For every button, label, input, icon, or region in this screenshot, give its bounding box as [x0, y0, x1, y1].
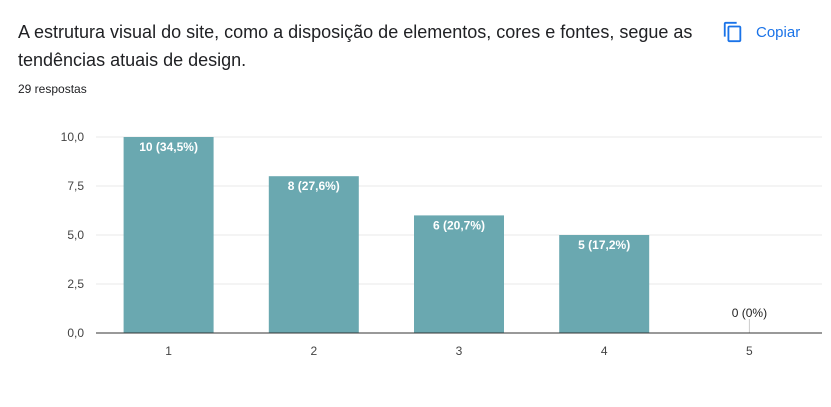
y-tick-label: 2,5: [67, 277, 84, 291]
response-count: 29 respostas: [18, 82, 87, 96]
bar-data-label: 0 (0%): [732, 306, 767, 320]
bar-data-label: 6 (20,7%): [433, 218, 485, 232]
x-tick-label: 4: [601, 344, 608, 358]
bar: [123, 137, 214, 333]
bar-data-label: 5 (17,2%): [578, 238, 630, 252]
bar: [268, 176, 359, 333]
copy-button-label: Copiar: [756, 23, 801, 41]
x-tick-label: 3: [456, 344, 463, 358]
question-title: A estrutura visual do site, como a dispo…: [18, 22, 693, 70]
bar: [414, 215, 504, 333]
bar-data-label: 10 (34,5%): [139, 140, 198, 154]
bar-data-label: 8 (27,6%): [288, 179, 340, 193]
y-tick-label: 0,0: [67, 326, 84, 340]
x-tick-label: 5: [746, 344, 753, 358]
y-tick-label: 10,0: [61, 130, 85, 144]
bar: [559, 235, 650, 333]
copy-button[interactable]: Copiar: [716, 16, 806, 48]
y-tick-label: 5,0: [67, 228, 84, 242]
y-tick-label: 7,5: [67, 179, 84, 193]
x-tick-label: 1: [165, 344, 172, 358]
x-tick-label: 2: [310, 344, 317, 358]
copy-icon: [722, 21, 744, 43]
